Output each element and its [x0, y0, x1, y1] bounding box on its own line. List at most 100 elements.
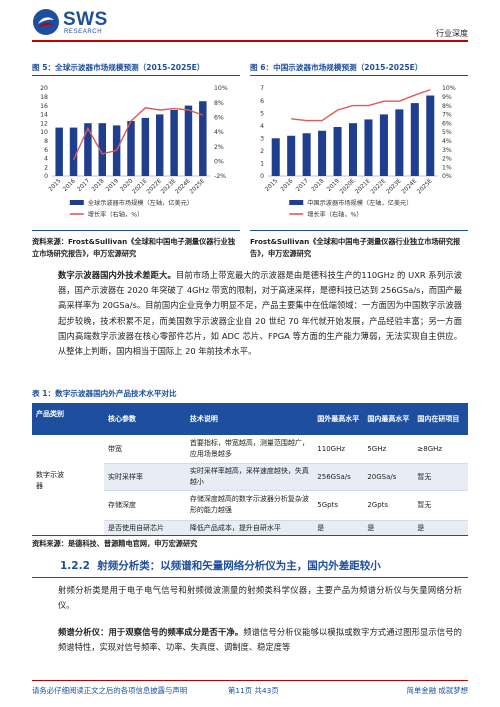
table1-cell-foreign: 256GSa/s: [313, 463, 364, 491]
left-tick-label: 14: [40, 112, 48, 119]
paragraph-lead: 频谱分析仪：用于观察信号的频率成分是否干净。: [58, 627, 244, 637]
paragraph-rf-analysis: 射频分析类是用于电子电气信号和射频微波测量的射频类科学仪器，主要产品为频谱分析仪…: [58, 585, 462, 611]
figure6-bottom-rule: [250, 230, 468, 231]
table1-header-research: 国内在研项目: [413, 403, 468, 435]
table1-cell-foreign: 是: [313, 520, 364, 536]
bar: [379, 114, 388, 176]
table1: 核心参数 技术说明 国外最高水平 国内最高水平 国内在研项目 带宽 首要指标，带…: [104, 403, 468, 536]
logo-subtitle: RESEARCH: [64, 29, 103, 35]
table-row: 存储深度 存储深度越高的数字示波器分析复杂波形的能力越强 5Gpts 2Gpts…: [104, 490, 468, 521]
table1-cell-research: 暂无: [413, 463, 468, 491]
right-tick-label: 6%: [214, 115, 224, 122]
left-tick-label: 20: [40, 85, 48, 92]
table1-header-row: 核心参数 技术说明 国外最高水平 国内最高水平 国内在研项目: [104, 403, 468, 435]
header-rule: [32, 40, 468, 42]
figure5-source: 资料来源：Frost&Sullivan《全球和中国电子测量仪器行业独立市场研究报…: [32, 237, 236, 258]
footer-slogan: 简单金融 成就梦想: [406, 686, 468, 695]
table1-source: 资料来源：是德科技、普源精电官网，申万宏源研究: [32, 539, 198, 548]
x-tick-label: 2021E: [355, 178, 373, 196]
left-tick-label: 16: [40, 103, 48, 110]
right-tick-label: 0%: [442, 173, 452, 180]
bar: [84, 123, 92, 176]
table1-title: 表 1：数字示波器国内外产品技术水平对比: [32, 389, 177, 398]
right-tick-label: 9%: [442, 94, 452, 101]
left-tick-label: 1: [260, 161, 264, 168]
left-tick-label: 2: [260, 148, 264, 155]
table1-header-param: 核心参数: [104, 403, 186, 435]
paragraph-body: 目前市场上带宽最大的示波器是由是德科技生产的110GHz 的 UXR 系列示波器…: [58, 270, 462, 357]
left-tick-label: 4: [260, 123, 264, 130]
table1-cell-desc: 首要指标，带宽越高，测量范围越广，应用场景越多: [185, 435, 314, 464]
right-tick-label: 6%: [442, 120, 452, 127]
section-title: 射频分析类：以频谱和矢量网络分析仪为主，国内外差距较小: [97, 560, 381, 572]
x-tick-label: 2017: [77, 178, 92, 193]
right-tick-label: 5%: [442, 129, 452, 136]
table1-cell-domestic: 20GSa/s: [363, 463, 414, 491]
bar: [155, 114, 164, 176]
left-tick-label: 0: [260, 173, 264, 180]
legend-line-label: 增长率（右轴，%）: [88, 211, 143, 219]
table1-cell-research: ≥8GHz: [413, 435, 468, 464]
table1-cell-param: 带宽: [104, 435, 186, 464]
left-tick-label: 6: [260, 98, 264, 105]
legend-line-label: 增长率（右轴，%）: [307, 211, 362, 219]
x-tick-label: 2017: [295, 178, 310, 193]
x-tick-label: 2020E: [339, 178, 357, 196]
table1-cell-domestic: 2Gpts: [363, 490, 414, 521]
right-tick-label: 2%: [442, 156, 452, 163]
figure5-bottom-rule: [32, 230, 240, 231]
left-tick-label: 6: [44, 147, 48, 154]
legend-bar-swatch: [69, 200, 84, 205]
bar: [69, 127, 78, 176]
figure5-title: 图 5：全球示波器市场规模预测（2015-2025E）: [32, 63, 205, 72]
section-number: 1.2.2: [60, 560, 90, 572]
bar: [141, 117, 150, 176]
table-row: 实时采样率 实时采样率越高，采样速度越快，失真越小 256GSa/s 20GSa…: [104, 463, 468, 491]
x-tick-label: 2023E: [386, 178, 404, 196]
x-tick-label: 2025E: [416, 178, 434, 196]
left-tick-label: 10: [40, 129, 48, 136]
paragraph-body: 频谱信号分析仪能够以模拟或数字方式通过图形显示信号的频谱特性，实现对信号频率、功…: [58, 627, 462, 653]
right-tick-label: 1%: [442, 164, 452, 171]
bar: [271, 138, 280, 176]
sws-logo-icon: [33, 9, 59, 35]
x-tick-label: 2016: [62, 178, 77, 193]
left-tick-label: 5: [260, 110, 264, 117]
legend-bar-label: 中国示波器市场规模（左轴，亿美元）: [307, 199, 412, 207]
table1-cell-desc: 存储深度越高的数字示波器分析复杂波形的能力越强: [185, 490, 314, 521]
bar: [333, 126, 342, 176]
right-tick-label: 0%: [214, 159, 224, 166]
left-tick-label: 0: [44, 173, 48, 180]
table1-cell-research: 是: [413, 520, 468, 536]
table1-cell-param: 存储深度: [104, 490, 186, 521]
x-tick-label: 2024E: [401, 178, 419, 196]
table1-cell-desc: 降低产品成本，提升自研水平: [185, 520, 314, 536]
bar: [98, 123, 107, 176]
logo-text: SWS: [63, 9, 108, 30]
table1-header-category: 产品类别: [36, 410, 64, 418]
left-tick-label: 12: [40, 120, 48, 127]
table1-category-cell: 数字示波器: [36, 471, 64, 490]
footer-disclaimer: 请务必仔细阅读正文之后的各项信息披露与声明: [32, 686, 188, 695]
bar: [348, 123, 358, 176]
bar: [127, 121, 135, 176]
figure6-title: 图 6：中国示波器市场规模预测（2015-2025E）: [250, 63, 423, 72]
table1-header-foreign: 国外最高水平: [313, 403, 364, 435]
right-tick-label: 2%: [214, 144, 224, 151]
table1-cell-foreign: 5Gpts: [313, 490, 364, 521]
paragraph-oscilloscope-gap: 数字示波器国内外技术差距大。目前市场上带宽最大的示波器是由是德科技生产的110G…: [58, 268, 462, 359]
table1-cell-research: 暂无: [413, 490, 468, 521]
bar: [55, 127, 63, 176]
bar: [184, 105, 193, 176]
table1-cell-desc: 实时采样率越高，采样速度越快，失真越小: [185, 463, 314, 491]
right-tick-label: 7%: [442, 112, 452, 119]
table1-category-column: [32, 403, 104, 535]
x-tick-label: 2018: [311, 178, 326, 193]
bar: [395, 109, 404, 176]
right-tick-label: -2%: [214, 173, 226, 180]
table1-header-desc: 技术说明: [185, 403, 314, 435]
x-tick-label: 2015: [264, 178, 279, 193]
table1-cell-domestic: 是: [363, 520, 414, 536]
x-tick-label: 2022E: [370, 178, 388, 196]
